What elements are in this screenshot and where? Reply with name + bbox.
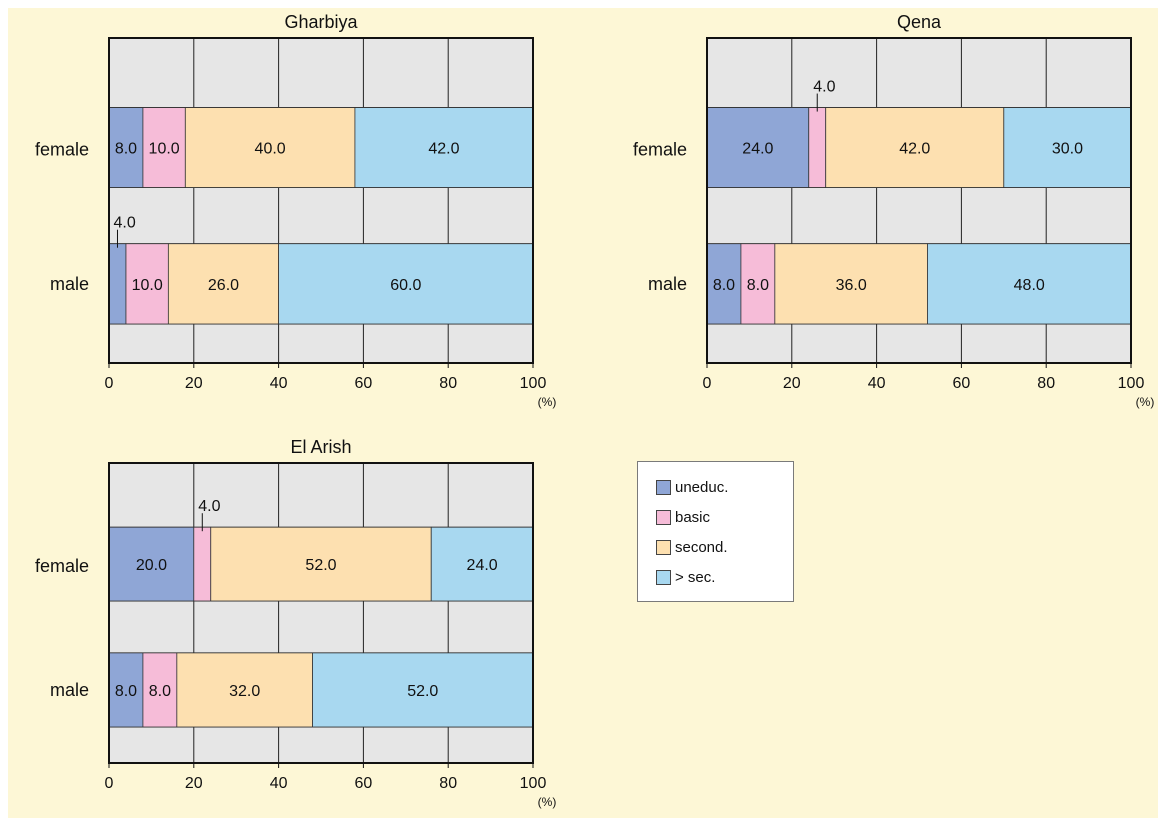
bar-segment-male-uneduc bbox=[706, 243, 742, 325]
data-label: 40.0 bbox=[255, 141, 286, 158]
data-label: 8.0 bbox=[115, 683, 137, 700]
data-label: 4.0 bbox=[813, 79, 835, 96]
bar-segment-female-uneduc bbox=[108, 526, 195, 602]
bar-segment-female-second bbox=[184, 107, 356, 188]
chart-title: El Arish bbox=[290, 437, 351, 457]
legend-label-basic: basic bbox=[675, 508, 711, 526]
data-label: 60.0 bbox=[390, 277, 421, 294]
legend-item-higher: > sec. bbox=[656, 567, 715, 587]
legend-label-second: second. bbox=[675, 538, 728, 556]
data-label: 8.0 bbox=[747, 277, 769, 294]
data-label: 36.0 bbox=[836, 277, 867, 294]
bar-segment-female-sec bbox=[430, 526, 534, 602]
bar-segment-female-uneduc bbox=[706, 107, 810, 188]
data-label: 8.0 bbox=[149, 683, 171, 700]
x-tick-label: 60 bbox=[953, 375, 971, 392]
x-tick-label: 0 bbox=[105, 775, 114, 792]
legend-swatch-higher bbox=[656, 569, 671, 585]
bar-segment-male-basic bbox=[142, 652, 178, 728]
legend-item-uneduc: uneduc. bbox=[656, 477, 728, 497]
category-label: male bbox=[648, 274, 687, 294]
category-label: female bbox=[35, 556, 89, 576]
bar-segment-male-basic bbox=[125, 243, 169, 325]
x-tick-label: 0 bbox=[703, 375, 712, 392]
x-tick-label: 100 bbox=[520, 775, 547, 792]
x-tick-label: 100 bbox=[1118, 375, 1145, 392]
x-tick-label: 40 bbox=[270, 775, 288, 792]
x-tick-label: 20 bbox=[783, 375, 801, 392]
legend-swatch-uneduc bbox=[656, 479, 671, 495]
data-label: 8.0 bbox=[115, 141, 137, 158]
bar-segment-female-basic bbox=[193, 526, 212, 602]
data-label: 20.0 bbox=[136, 557, 167, 574]
category-label: female bbox=[35, 139, 89, 159]
data-label: 52.0 bbox=[305, 557, 336, 574]
x-tick-label: 60 bbox=[355, 375, 373, 392]
bar-segment-male-sec bbox=[278, 243, 534, 325]
category-label: male bbox=[50, 274, 89, 294]
data-label: 52.0 bbox=[407, 683, 438, 700]
x-unit-label: (%) bbox=[538, 795, 557, 809]
data-label: 8.0 bbox=[713, 277, 735, 294]
bar-segment-male-uneduc bbox=[108, 652, 144, 728]
data-label: 32.0 bbox=[229, 683, 260, 700]
bar-segment-male-basic bbox=[740, 243, 776, 325]
x-tick-label: 40 bbox=[868, 375, 886, 392]
bar-segment-female-second bbox=[825, 107, 1005, 188]
legend-swatch-basic bbox=[656, 509, 671, 525]
data-label: 48.0 bbox=[1014, 277, 1045, 294]
category-label: male bbox=[50, 680, 89, 700]
x-tick-label: 80 bbox=[439, 775, 457, 792]
data-label: 30.0 bbox=[1052, 141, 1083, 158]
data-label: 10.0 bbox=[132, 277, 163, 294]
bar-segment-male-second bbox=[176, 652, 313, 728]
bar-segment-female-basic bbox=[808, 107, 827, 188]
data-label: 10.0 bbox=[149, 141, 180, 158]
x-tick-label: 100 bbox=[520, 375, 547, 392]
legend-item-second: second. bbox=[656, 537, 728, 557]
data-label: 26.0 bbox=[208, 277, 239, 294]
bar-segment-male-second bbox=[774, 243, 928, 325]
plot-frame bbox=[108, 37, 534, 364]
legend-label-higher: > sec. bbox=[675, 568, 716, 586]
chart-title: Qena bbox=[897, 12, 942, 32]
legend: uneduc. basic second. > sec. bbox=[637, 461, 794, 602]
bar-segment-female-second bbox=[210, 526, 432, 602]
bar-segment-male-sec bbox=[927, 243, 1132, 325]
x-tick-label: 80 bbox=[1037, 375, 1055, 392]
legend-label-uneduc: uneduc. bbox=[675, 478, 729, 496]
data-label: 4.0 bbox=[113, 215, 135, 232]
x-tick-label: 80 bbox=[439, 375, 457, 392]
x-unit-label: (%) bbox=[1136, 395, 1155, 409]
bar-segment-male-second bbox=[167, 243, 279, 325]
bar-segment-male-uneduc bbox=[108, 243, 127, 325]
chart-title: Gharbiya bbox=[284, 12, 358, 32]
x-tick-label: 20 bbox=[185, 375, 203, 392]
data-label: 4.0 bbox=[198, 498, 220, 515]
plot-frame bbox=[706, 37, 1132, 364]
plot-frame bbox=[108, 462, 534, 764]
x-unit-label: (%) bbox=[538, 395, 557, 409]
x-tick-label: 60 bbox=[355, 775, 373, 792]
legend-item-basic: basic bbox=[656, 507, 710, 527]
data-label: 42.0 bbox=[899, 141, 930, 158]
x-tick-label: 20 bbox=[185, 775, 203, 792]
category-label: female bbox=[633, 139, 687, 159]
x-tick-label: 40 bbox=[270, 375, 288, 392]
data-label: 24.0 bbox=[742, 141, 773, 158]
bar-segment-male-sec bbox=[312, 652, 534, 728]
legend-swatch-second bbox=[656, 539, 671, 555]
data-label: 42.0 bbox=[428, 141, 459, 158]
x-tick-label: 0 bbox=[105, 375, 114, 392]
data-label: 24.0 bbox=[467, 557, 498, 574]
